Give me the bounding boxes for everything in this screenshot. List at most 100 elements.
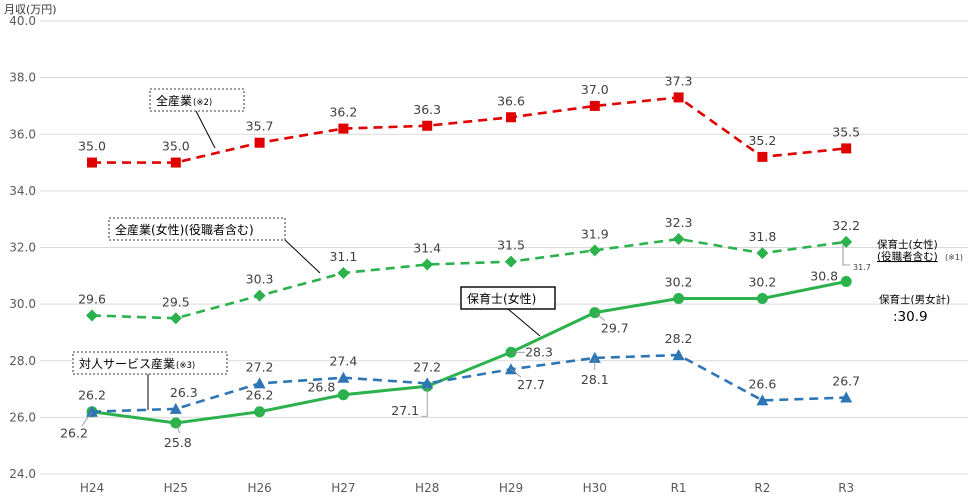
data-label: 30.2 <box>665 274 693 289</box>
series-group <box>86 92 853 429</box>
y-tick-label: 40.0 <box>9 14 36 28</box>
personal-service-line <box>91 353 847 414</box>
data-label: 26.2 <box>78 388 106 403</box>
y-axis-ticks: 24.0 26.0 28.0 30.0 32.0 34.0 36.0 38.0 40.0 <box>9 14 36 481</box>
callout-label: 全産業 <box>156 93 192 108</box>
x-tick-label: H27 <box>331 481 355 495</box>
y-tick-label: 26.0 <box>9 410 36 424</box>
data-label: 27.4 <box>329 354 357 369</box>
callout-box <box>72 351 228 375</box>
data-label: 29.7 <box>601 321 629 336</box>
x-tick-label: R1 <box>671 481 687 495</box>
data-point <box>506 112 516 123</box>
data-point <box>337 371 350 383</box>
y-tick-label: 30.0 <box>9 297 36 311</box>
callout-label: 対人サービス産業 <box>79 356 175 371</box>
label-leader <box>421 386 428 417</box>
label-leader <box>175 422 181 434</box>
y-tick-label: 38.0 <box>9 71 36 85</box>
x-axis-ticks: H24 H25 H26 H27 H28 H29 H30 R1 R2 R3 <box>80 481 854 495</box>
data-label: 26.8 <box>307 380 335 395</box>
x-tick-label: H24 <box>80 481 104 495</box>
label-leader <box>594 312 606 321</box>
callout-note: (※2) <box>193 98 212 108</box>
x-tick-label: R3 <box>838 481 854 495</box>
data-label: 35.7 <box>246 119 274 134</box>
data-label: 35.0 <box>78 139 106 154</box>
data-label: 35.2 <box>748 133 776 148</box>
data-point <box>86 309 98 322</box>
data-label: 27.7 <box>517 377 545 392</box>
data-point <box>840 391 853 403</box>
data-label: 26.2 <box>60 426 88 441</box>
data-label: 26.3 <box>170 385 198 400</box>
data-label: 26.7 <box>832 374 860 389</box>
data-label: 29.5 <box>162 294 190 309</box>
data-point <box>170 157 181 168</box>
data-point <box>841 143 852 154</box>
all-industry-line <box>92 96 847 164</box>
all-industry-female-line <box>91 237 847 320</box>
x-tick-label: H26 <box>247 481 271 495</box>
data-label: 35.5 <box>832 124 860 139</box>
data-label: 27.2 <box>246 359 274 374</box>
data-point <box>840 235 853 248</box>
data-label: 32.3 <box>665 215 693 230</box>
legend-callout-personal-service: 対人サービス産業 (※3) <box>72 351 228 410</box>
data-point <box>505 255 517 268</box>
annotation-nursery-all-value: :30.9 <box>893 309 928 325</box>
data-point <box>169 402 182 414</box>
y-tick-label: 24.0 <box>9 467 36 481</box>
data-point <box>588 244 601 257</box>
data-point <box>254 406 266 418</box>
data-point <box>253 377 266 389</box>
data-point <box>421 377 434 389</box>
callout-box <box>149 88 245 112</box>
data-label: 30.8 <box>810 268 838 283</box>
y-tick-label: 36.0 <box>9 127 36 141</box>
data-label: 31.8 <box>748 229 776 244</box>
data-label: 28.2 <box>665 331 693 346</box>
data-point <box>338 123 349 134</box>
annotation-line1: 保育士(女性) <box>877 238 938 251</box>
callout-box <box>108 217 286 241</box>
y-axis-title: 月収(万円) <box>4 3 57 16</box>
data-point <box>87 157 97 168</box>
data-point <box>756 247 769 260</box>
data-label: 26.2 <box>246 388 274 403</box>
data-label: 36.3 <box>413 102 441 117</box>
data-label: 27.2 <box>413 359 441 374</box>
callout-note: (※3) <box>176 361 195 371</box>
data-point <box>672 233 685 246</box>
data-label: 35.0 <box>162 139 190 154</box>
data-point <box>589 100 600 111</box>
legend-callout-all-industry: 全産業 (※2) <box>149 88 245 149</box>
data-label: 37.0 <box>581 82 609 97</box>
data-point <box>673 92 684 103</box>
x-tick-label: H30 <box>583 481 607 495</box>
data-point <box>169 312 182 325</box>
data-label: 26.6 <box>748 376 776 391</box>
annotation-leader <box>842 244 850 266</box>
data-label: 30.3 <box>246 272 274 287</box>
nursery-female-line <box>91 280 847 425</box>
data-point <box>421 258 434 271</box>
data-point <box>588 351 601 363</box>
label-leader <box>81 411 93 426</box>
callouts: 全産業 (※2) 全産業(女性)(役職者含む) 保育士(女性) 対人サービス産業 (※3) <box>72 88 556 410</box>
annotation-nursery-all: 保育士(男女計) :30.9 <box>879 293 950 325</box>
annotation-value: 31.7 <box>853 263 871 272</box>
callout-leader <box>284 239 321 274</box>
data-point <box>422 120 433 131</box>
annotation-line2: (役職者含む) <box>877 250 938 263</box>
data-point <box>840 275 852 287</box>
data-point <box>756 292 768 304</box>
x-tick-label: H25 <box>164 481 188 495</box>
label-leader <box>510 368 522 378</box>
data-point <box>86 405 98 417</box>
data-label: 27.1 <box>391 403 419 418</box>
annotation-note: (※1) <box>945 253 963 262</box>
annotation-nursery-female-incl-mgr: 保育士(女性) (役職者含む) (※1) 31.7 <box>842 238 963 272</box>
data-point <box>337 389 349 401</box>
